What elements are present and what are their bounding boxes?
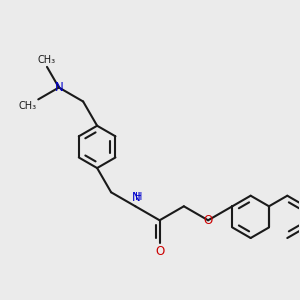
Text: CH₃: CH₃ <box>38 55 56 65</box>
Text: N: N <box>132 191 140 204</box>
Text: O: O <box>204 214 213 227</box>
Text: O: O <box>155 245 164 258</box>
Text: N: N <box>55 81 63 94</box>
Text: H: H <box>135 192 143 202</box>
Text: CH₃: CH₃ <box>19 101 37 111</box>
